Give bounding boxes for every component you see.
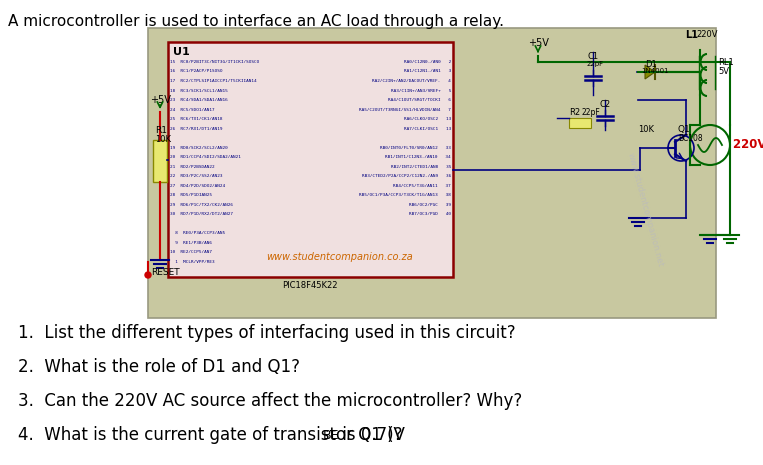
Text: 1N4001: 1N4001 [641, 68, 668, 74]
Text: 4.  What is the current gate of transistor Q1 (V: 4. What is the current gate of transisto… [18, 426, 405, 444]
Text: U1: U1 [173, 47, 190, 57]
Text: 8  RE0/P3A/CCP3/AN5: 8 RE0/P3A/CCP3/AN5 [170, 231, 225, 235]
Text: www.studentcompanion.net: www.studentcompanion.net [626, 152, 665, 268]
Text: 3.  Can the 220V AC source affect the microcontroller? Why?: 3. Can the 220V AC source affect the mic… [18, 392, 522, 410]
Text: RA0/C12N0-/AN0   2: RA0/C12N0-/AN0 2 [404, 60, 451, 64]
Text: 9  RE1/P3B/AN6: 9 RE1/P3B/AN6 [170, 240, 212, 245]
Bar [569, 118, 591, 128]
Text: +5V: +5V [150, 95, 170, 105]
Text: RA2/C2IN+/AN2/DACOUT/VREF-   4: RA2/C2IN+/AN2/DACOUT/VREF- 4 [372, 79, 451, 83]
Text: L1: L1 [685, 30, 698, 40]
Text: www.studentcompanion.co.za: www.studentcompanion.co.za [266, 252, 414, 262]
Text: R1: R1 [155, 126, 167, 135]
Text: 15  RC0/P2BIT3C/NIT3G/IT1CKI/SOSCO: 15 RC0/P2BIT3C/NIT3G/IT1CKI/SOSCO [170, 60, 259, 64]
Text: is 0.7)?: is 0.7)? [336, 426, 402, 444]
Text: 2.  What is the role of D1 and Q1?: 2. What is the role of D1 and Q1? [18, 358, 300, 376]
Text: 30  RD7/P1D/RX2/DT2/AN27: 30 RD7/P1D/RX2/DT2/AN27 [170, 212, 233, 216]
Text: 27  RD4/P2D/SDO2/AN24: 27 RD4/P2D/SDO2/AN24 [170, 184, 225, 187]
Text: 19  RD0/SCK2/SCL2/AN20: 19 RD0/SCK2/SCL2/AN20 [170, 146, 227, 150]
Text: RA5/C2OUT/T3RNGI/SS1/HLVDIN/AN4   7: RA5/C2OUT/T3RNGI/SS1/HLVDIN/AN4 7 [359, 107, 451, 112]
Text: Q1: Q1 [678, 125, 691, 134]
Text: RB2/INT2/CTED1/AN8   35: RB2/INT2/CTED1/AN8 35 [391, 165, 451, 168]
Text: +5V: +5V [527, 38, 549, 48]
Text: BE: BE [323, 429, 340, 442]
Polygon shape [645, 65, 655, 79]
Text: RESET: RESET [151, 268, 179, 277]
Text: RB5/OC1/P3A/CCP3/T3CK/T1G/AN13   38: RB5/OC1/P3A/CCP3/T3CK/T1G/AN13 38 [359, 193, 451, 197]
Text: RB6/OC2/PGC   39: RB6/OC2/PGC 39 [409, 202, 451, 206]
Text: RB3/CTED2/P2A/CCP2/C12N2-/AN9   36: RB3/CTED2/P2A/CCP2/C12N2-/AN9 36 [362, 174, 451, 178]
Text: 220V AC: 220V AC [733, 138, 763, 151]
Bar [153, 140, 167, 182]
Text: A microcontroller is used to interface an AC load through a relay.: A microcontroller is used to interface a… [8, 14, 504, 29]
Text: 10K: 10K [155, 135, 171, 144]
Text: 20  RD1/CCP4/SDI2/SDA2/AN21: 20 RD1/CCP4/SDI2/SDA2/AN21 [170, 155, 241, 159]
Text: 24  RC5/SDO1/AN17: 24 RC5/SDO1/AN17 [170, 107, 214, 112]
Text: 1  MCLR/VPP/RE3: 1 MCLR/VPP/RE3 [170, 259, 214, 264]
Circle shape [145, 272, 151, 278]
Bar [148, 28, 716, 318]
Text: RB0/INT0/FLT0/SR0/AN12   33: RB0/INT0/FLT0/SR0/AN12 33 [380, 146, 451, 150]
Text: 23  RC4/SDA1/SDA1/AN16: 23 RC4/SDA1/SDA1/AN16 [170, 98, 227, 102]
Text: RA6/CLKO/OSC2   13: RA6/CLKO/OSC2 13 [404, 117, 451, 121]
Text: RL1: RL1 [718, 58, 734, 67]
Text: RA1/C12N1-/AN1   3: RA1/C12N1-/AN1 3 [404, 69, 451, 73]
Text: BC108: BC108 [678, 134, 703, 143]
Text: 16  RC1/P2ACP/P1SOSO: 16 RC1/P2ACP/P1SOSO [170, 69, 223, 73]
Text: 22pF: 22pF [587, 61, 604, 67]
Text: 10K: 10K [638, 125, 654, 134]
Text: 22pF: 22pF [581, 108, 600, 117]
Text: 28  RD5/P1DIAN25: 28 RD5/P1DIAN25 [170, 193, 212, 197]
Text: RA4/C1OUT/SRGT/TOCKI   6: RA4/C1OUT/SRGT/TOCKI 6 [388, 98, 451, 102]
Bar [168, 42, 453, 277]
Text: RB4/CCP5/T3G/AN11   37: RB4/CCP5/T3G/AN11 37 [393, 184, 451, 187]
Text: 220V: 220V [696, 30, 717, 39]
Text: C2: C2 [599, 100, 610, 109]
Text: RA3/C1IN+/AN3/VREF+   5: RA3/C1IN+/AN3/VREF+ 5 [391, 88, 451, 93]
Text: C1: C1 [587, 52, 598, 61]
Text: 21  RD2/P2BSDAN22: 21 RD2/P2BSDAN22 [170, 165, 214, 168]
Text: 5V: 5V [718, 67, 729, 76]
Text: RB1/INT1/C12N3-/AN10   34: RB1/INT1/C12N3-/AN10 34 [385, 155, 451, 159]
Text: RA7/CLKI/OSC1   13: RA7/CLKI/OSC1 13 [404, 126, 451, 131]
Text: 10  RE2/CCP5/AN7: 10 RE2/CCP5/AN7 [170, 250, 212, 254]
Text: 29  RD6/P1C/TX2/CK2/AN26: 29 RD6/P1C/TX2/CK2/AN26 [170, 202, 233, 206]
Text: D1: D1 [645, 60, 657, 69]
Text: 18  RC3/SCK1/SCL1/AN15: 18 RC3/SCK1/SCL1/AN15 [170, 88, 227, 93]
Text: R2: R2 [569, 108, 580, 117]
Text: PIC18F45K22: PIC18F45K22 [282, 281, 338, 290]
Text: 25  RC6/TX1/CK1/AN18: 25 RC6/TX1/CK1/AN18 [170, 117, 223, 121]
Text: 26  RC7/RX1/DT1/AN19: 26 RC7/RX1/DT1/AN19 [170, 126, 223, 131]
Text: 1.  List the different types of interfacing used in this circuit?: 1. List the different types of interfaci… [18, 324, 516, 342]
Text: 17  RC2/CTPLSIP1AICCP1/T5CKIIAN14: 17 RC2/CTPLSIP1AICCP1/T5CKIIAN14 [170, 79, 256, 83]
Text: 22  RD3/P2C/SS2/AN23: 22 RD3/P2C/SS2/AN23 [170, 174, 223, 178]
Text: RB7/OC3/PGD   40: RB7/OC3/PGD 40 [409, 212, 451, 216]
